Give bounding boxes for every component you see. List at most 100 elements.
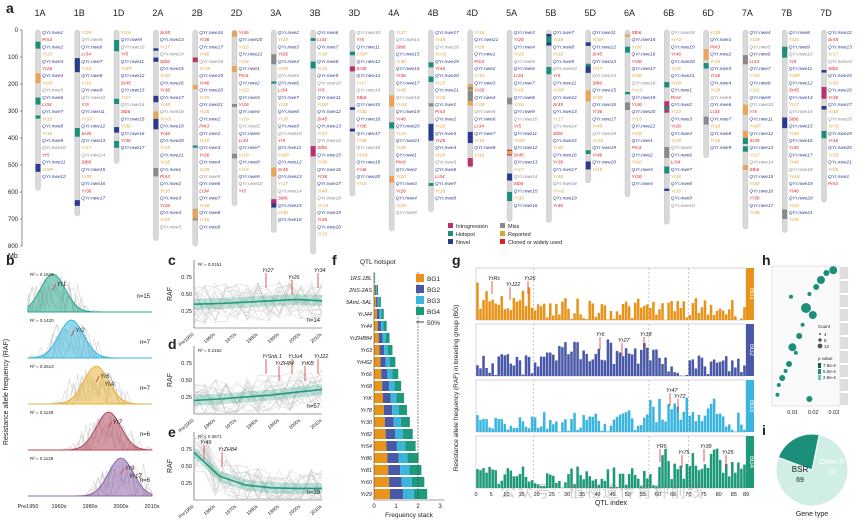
bar [712,449,716,488]
x-tick-label: 85 [731,492,737,498]
bar [694,465,698,488]
chromosome-label: 5A [506,8,517,18]
legend-label: Introgression [456,224,488,230]
qtl-label: Stb6 [592,80,602,86]
gene-label: YrJ22 [314,354,328,360]
qtl-label: QYr.nwe7 [710,116,731,122]
row-label: YrK [363,396,373,402]
qtl-label: QYr.nwe15 [396,52,420,58]
bar [561,347,564,376]
qtl-label: Yr28 [632,131,642,137]
qtl-label: QYr.nwe15 [749,174,773,180]
bar [715,413,719,432]
qtl-label: Yr18 [81,66,91,72]
qtl-label: Yr29 [749,37,759,43]
density-area [27,273,152,313]
gene-label: Yr6 [100,374,110,380]
trend-plot: RAF 0.25 0.50 0.75 R² = 0.2162 n=57 YrSnb.1YrZ… [167,346,328,434]
qtl-label: Yr15 [592,167,602,173]
bar [530,307,534,320]
qtl-label: Yr26 [710,73,720,79]
bar [621,303,625,320]
qtl-label: Yr48 [317,188,327,194]
chromosome-label: 1B [74,8,85,18]
bar [673,463,676,488]
gene-label: YrZH84 [275,361,294,367]
bar [485,472,488,488]
row-label: Yr63 [360,348,373,354]
chromosome-5B: QYr.nwe7Yr18QYr.nwe8Yr16QYr.nwe9QYr.nwe1… [546,29,577,223]
qtl-label: Yr10 [632,160,642,166]
chromosome-body [153,29,159,241]
bar [545,352,549,376]
bar [521,374,525,376]
stack-segment [392,405,399,415]
chromosome-2B: QYr.nwe16Yr36QYr.nwe17Yr48QYr.nwe18YrASQ… [192,29,223,247]
chromosome-label: 6D [702,8,714,18]
bg-row: BG4 YR5 Yr75 Yr39 Yr25 [475,435,754,489]
qtl-label: QYr.nwe13 [553,109,577,115]
qtl-label: Yr48 [396,88,406,94]
bar [618,473,622,488]
chromosome-band [35,115,41,119]
bar [518,473,522,488]
chromosome-band [271,54,277,65]
qtl-label: QYr.nwe3 [160,196,181,202]
chromosome-4B: QYr.nwe17Yr48QYr.nwe18YrASQYr.nwe19Yr46Q… [428,29,459,212]
bar [506,308,510,320]
bar [673,372,676,376]
qtl-label: QYr.nwe14 [317,138,341,144]
bar [552,315,555,320]
qtl-label: QYr.nwe20 [435,73,459,79]
bar [497,418,500,432]
qtl-label: Sr45 [317,116,327,122]
chromosome-band [114,40,120,52]
bar [734,472,737,488]
trend-band [194,384,322,406]
qtl-label: QYr.nwe9 [749,95,770,101]
chromosome-band [153,95,159,103]
chromosome-band [114,141,120,148]
chromosome-band [74,60,80,73]
qtl-label: Yr5 [749,109,757,115]
qtl-label: QYr.nwe3 [474,80,495,86]
qtl-label: QYr.nwe15 [317,152,341,158]
dot [786,361,792,367]
chromosome-band [703,49,709,61]
qtl-label: QYr.nwe17 [356,131,380,137]
qtl-label: QYr.nwe14 [121,102,145,108]
qtl-label: Yr46 [828,138,838,144]
chromosome-band [467,131,473,144]
qtl-label: Yr29 [396,203,406,209]
chromosome-band [546,36,552,43]
bar [512,428,516,432]
chromosome-label: 3B [310,8,321,18]
qtl-label: QYr.nwe16 [160,80,184,86]
bar [646,414,649,432]
qtl-label: Lr34 [239,138,249,144]
qtl-label: Yr5 [278,138,286,144]
qtl-label: QYr.nwe13 [592,59,616,65]
qtl-label: Stb6 [632,30,642,36]
qtl-label: Yr30 [592,95,602,101]
chromosome-band [507,150,513,155]
qtl-label: YrSP [317,102,329,108]
qtl-label: QYr.nwe8 [474,145,495,151]
bar [509,470,513,488]
bar [700,307,704,320]
bar [567,474,570,488]
chromosome-band [467,86,473,90]
qtl-label: Yr30 [749,181,759,187]
chromosome-label: 3D [349,8,361,18]
qtl-label: Yr18 [199,203,209,209]
qtl-label: Sr45 [278,167,288,173]
chromosome-band [664,82,670,88]
stack-segment [381,369,388,379]
bar [591,416,595,432]
r2-label: R² = 0.1149 [30,410,54,415]
chromosome-band [35,73,41,84]
qtl-label: Yr16 [671,188,681,194]
row-tab [840,309,848,321]
stack-segment [376,309,380,319]
bar [521,421,525,432]
